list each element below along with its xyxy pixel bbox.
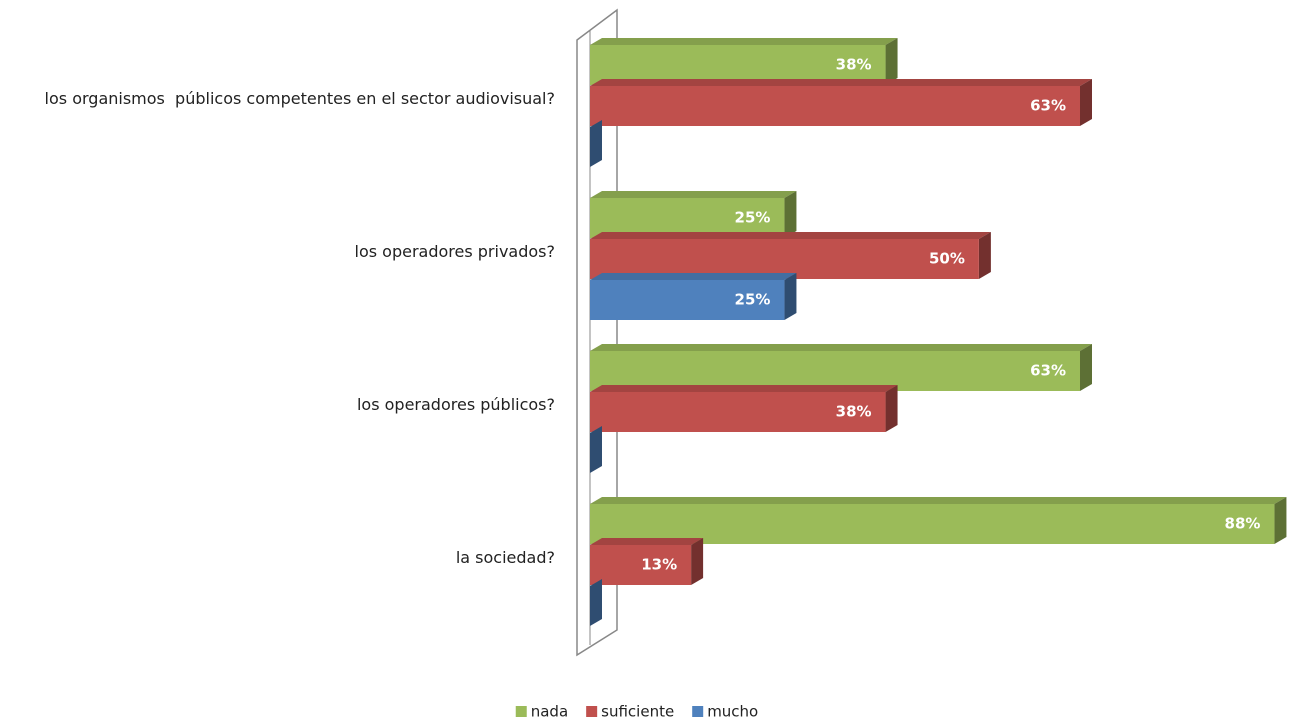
bar-side [1274, 497, 1287, 544]
bar-top [590, 344, 1092, 351]
value-label: 25% [735, 291, 771, 309]
bar-side [784, 191, 797, 238]
bar-front [590, 545, 692, 585]
value-label: 25% [735, 209, 771, 227]
bar-front [590, 392, 886, 432]
value-label: 50% [929, 250, 965, 268]
bar-side [691, 538, 704, 585]
category-text: los organismos públicos competentes en e… [44, 88, 555, 108]
bar [590, 38, 898, 85]
bar [590, 579, 602, 626]
bar-top [590, 273, 797, 280]
legend-swatch [515, 706, 527, 717]
category-label: los operadores públicos? [10, 393, 555, 417]
bar-side [784, 273, 797, 320]
bar-front [590, 280, 785, 320]
bar [590, 191, 797, 238]
bar-side [590, 579, 602, 626]
bar-top [590, 79, 1092, 86]
bar-side [590, 426, 602, 473]
value-label: 63% [1030, 97, 1066, 115]
category-text: los operadores públicos? [356, 394, 555, 414]
bar-front [590, 504, 1275, 544]
bar-front [590, 198, 785, 238]
legend-label: suficiente [601, 703, 674, 721]
bar [590, 273, 797, 320]
category-label: la sociedad? [10, 546, 555, 570]
legend-swatch [692, 706, 704, 717]
bar-side [1080, 79, 1092, 126]
bar-side [885, 385, 898, 432]
back-wall [576, 8, 618, 657]
bar-side [1080, 344, 1092, 391]
bar [590, 79, 1092, 126]
bar-front [590, 86, 1080, 126]
value-label: 38% [836, 56, 872, 74]
bar [590, 385, 898, 432]
legend-label: nada [531, 703, 568, 721]
legend-label: mucho [707, 703, 758, 721]
legend-swatch [586, 706, 598, 717]
category-label: los organismos públicos competentes en e… [10, 87, 555, 111]
bar [590, 344, 1092, 391]
bar [590, 232, 991, 279]
bar-top [590, 497, 1287, 504]
category-label: los operadores privados? [10, 240, 556, 264]
bar-front [590, 239, 979, 279]
bar-side [978, 232, 991, 279]
value-label: 88% [1225, 515, 1261, 533]
bar-side [590, 120, 602, 167]
bar-top [590, 191, 797, 198]
bar-top [590, 385, 898, 392]
bar [590, 426, 602, 473]
bar-front [590, 351, 1080, 391]
value-label: 38% [836, 403, 872, 421]
bar-top [590, 38, 898, 45]
bar-top [590, 538, 704, 545]
bar-top [590, 232, 991, 239]
bar [590, 120, 602, 167]
value-label: 13% [641, 556, 677, 574]
bar [590, 497, 1287, 544]
value-label: 63% [1030, 362, 1066, 380]
category-text: los operadores privados? [354, 241, 556, 261]
category-text: la sociedad? [455, 547, 555, 567]
bar [590, 538, 704, 585]
bar-side [885, 38, 898, 85]
bar-front [590, 45, 886, 85]
